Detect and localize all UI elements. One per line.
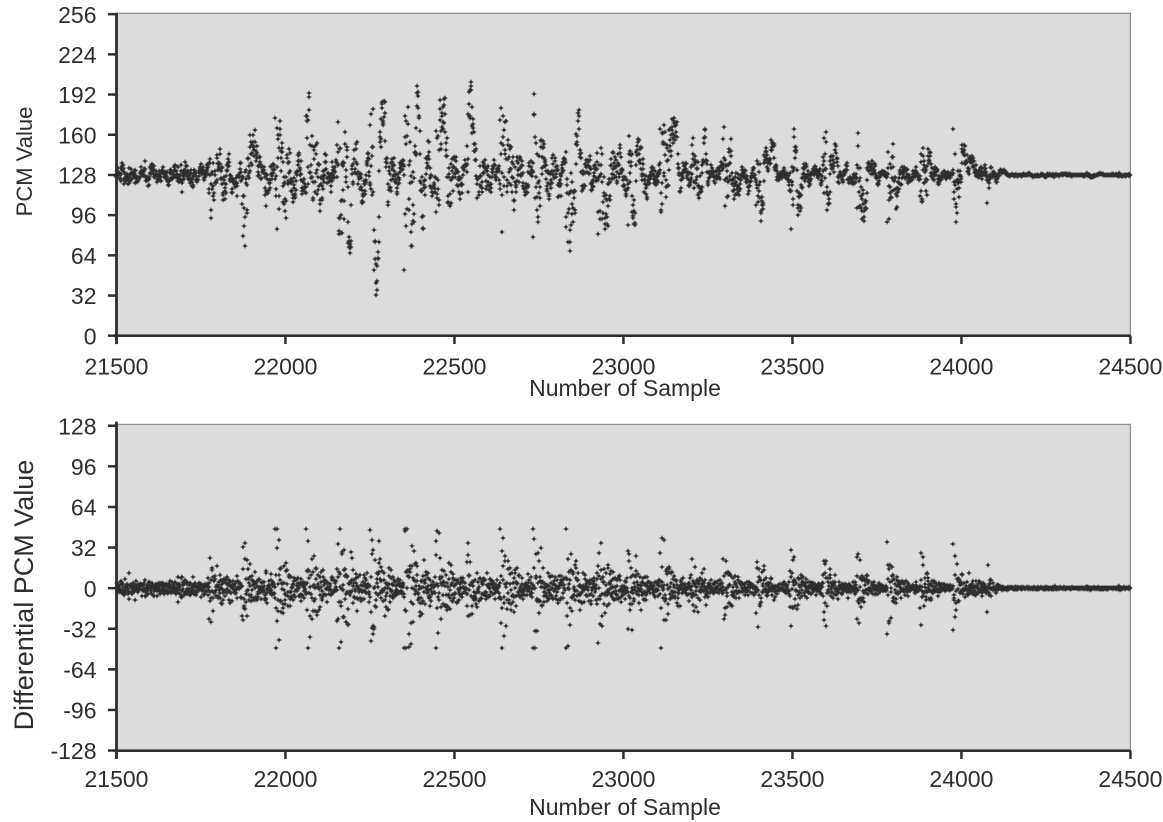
svg-text:22500: 22500: [423, 766, 487, 792]
svg-text:-128: -128: [50, 738, 96, 764]
svg-text:PCM Value: PCM Value: [12, 107, 37, 217]
svg-text:0: 0: [84, 576, 97, 602]
svg-text:23000: 23000: [592, 766, 656, 792]
svg-text:64: 64: [71, 243, 97, 269]
svg-text:256: 256: [58, 2, 96, 28]
svg-text:-32: -32: [63, 616, 96, 642]
svg-text:96: 96: [71, 454, 97, 480]
svg-text:32: 32: [71, 535, 97, 561]
svg-text:23000: 23000: [592, 353, 656, 379]
svg-text:22500: 22500: [423, 353, 487, 379]
svg-text:22000: 22000: [254, 353, 318, 379]
svg-text:160: 160: [58, 122, 96, 148]
svg-text:21500: 21500: [85, 353, 149, 379]
svg-text:23500: 23500: [760, 766, 824, 792]
svg-text:192: 192: [58, 82, 96, 108]
svg-text:0: 0: [84, 323, 97, 349]
svg-text:224: 224: [58, 42, 97, 68]
svg-text:24500: 24500: [1098, 353, 1162, 379]
svg-text:Number of Sample: Number of Sample: [529, 794, 721, 820]
svg-text:-64: -64: [63, 657, 96, 683]
svg-text:24000: 24000: [929, 766, 993, 792]
svg-text:64: 64: [71, 495, 97, 521]
svg-text:24500: 24500: [1098, 766, 1162, 792]
svg-text:128: 128: [58, 413, 96, 439]
svg-text:32: 32: [71, 283, 97, 309]
svg-text:Differential PCM Value: Differential PCM Value: [9, 460, 39, 731]
svg-text:22000: 22000: [254, 766, 318, 792]
svg-text:24000: 24000: [929, 353, 993, 379]
svg-text:Number of Sample: Number of Sample: [529, 375, 721, 401]
svg-text:-96: -96: [63, 698, 96, 724]
svg-text:21500: 21500: [85, 766, 149, 792]
svg-text:96: 96: [71, 203, 97, 229]
svg-text:23500: 23500: [760, 353, 824, 379]
svg-text:128: 128: [58, 163, 96, 189]
